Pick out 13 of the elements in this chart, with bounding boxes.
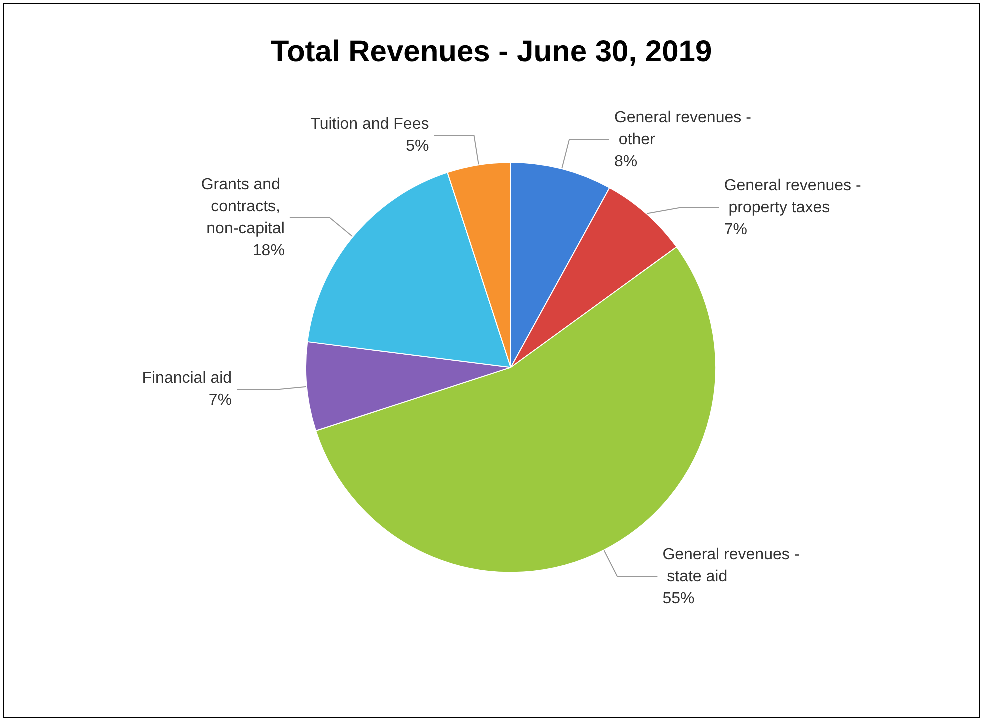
slice-label: Tuition and Fees (310, 116, 430, 134)
slice-label: General revenues - other (614, 110, 752, 149)
data-label: 8% (614, 154, 638, 171)
slice-label: Grants and contracts, non-capital (201, 176, 285, 238)
slice-label: General revenues - property taxes (724, 178, 862, 217)
data-label: 55% (662, 590, 695, 608)
data-label: 7% (724, 222, 748, 239)
slice-label: General revenues - state aid (662, 546, 800, 586)
data-label: 5% (406, 138, 430, 156)
slice-label: Financial aid (142, 370, 232, 388)
data-label: 18% (252, 242, 285, 260)
data-label: 7% (208, 392, 232, 410)
chart-title: Total Revenues - June 30, 2019 (270, 36, 712, 68)
